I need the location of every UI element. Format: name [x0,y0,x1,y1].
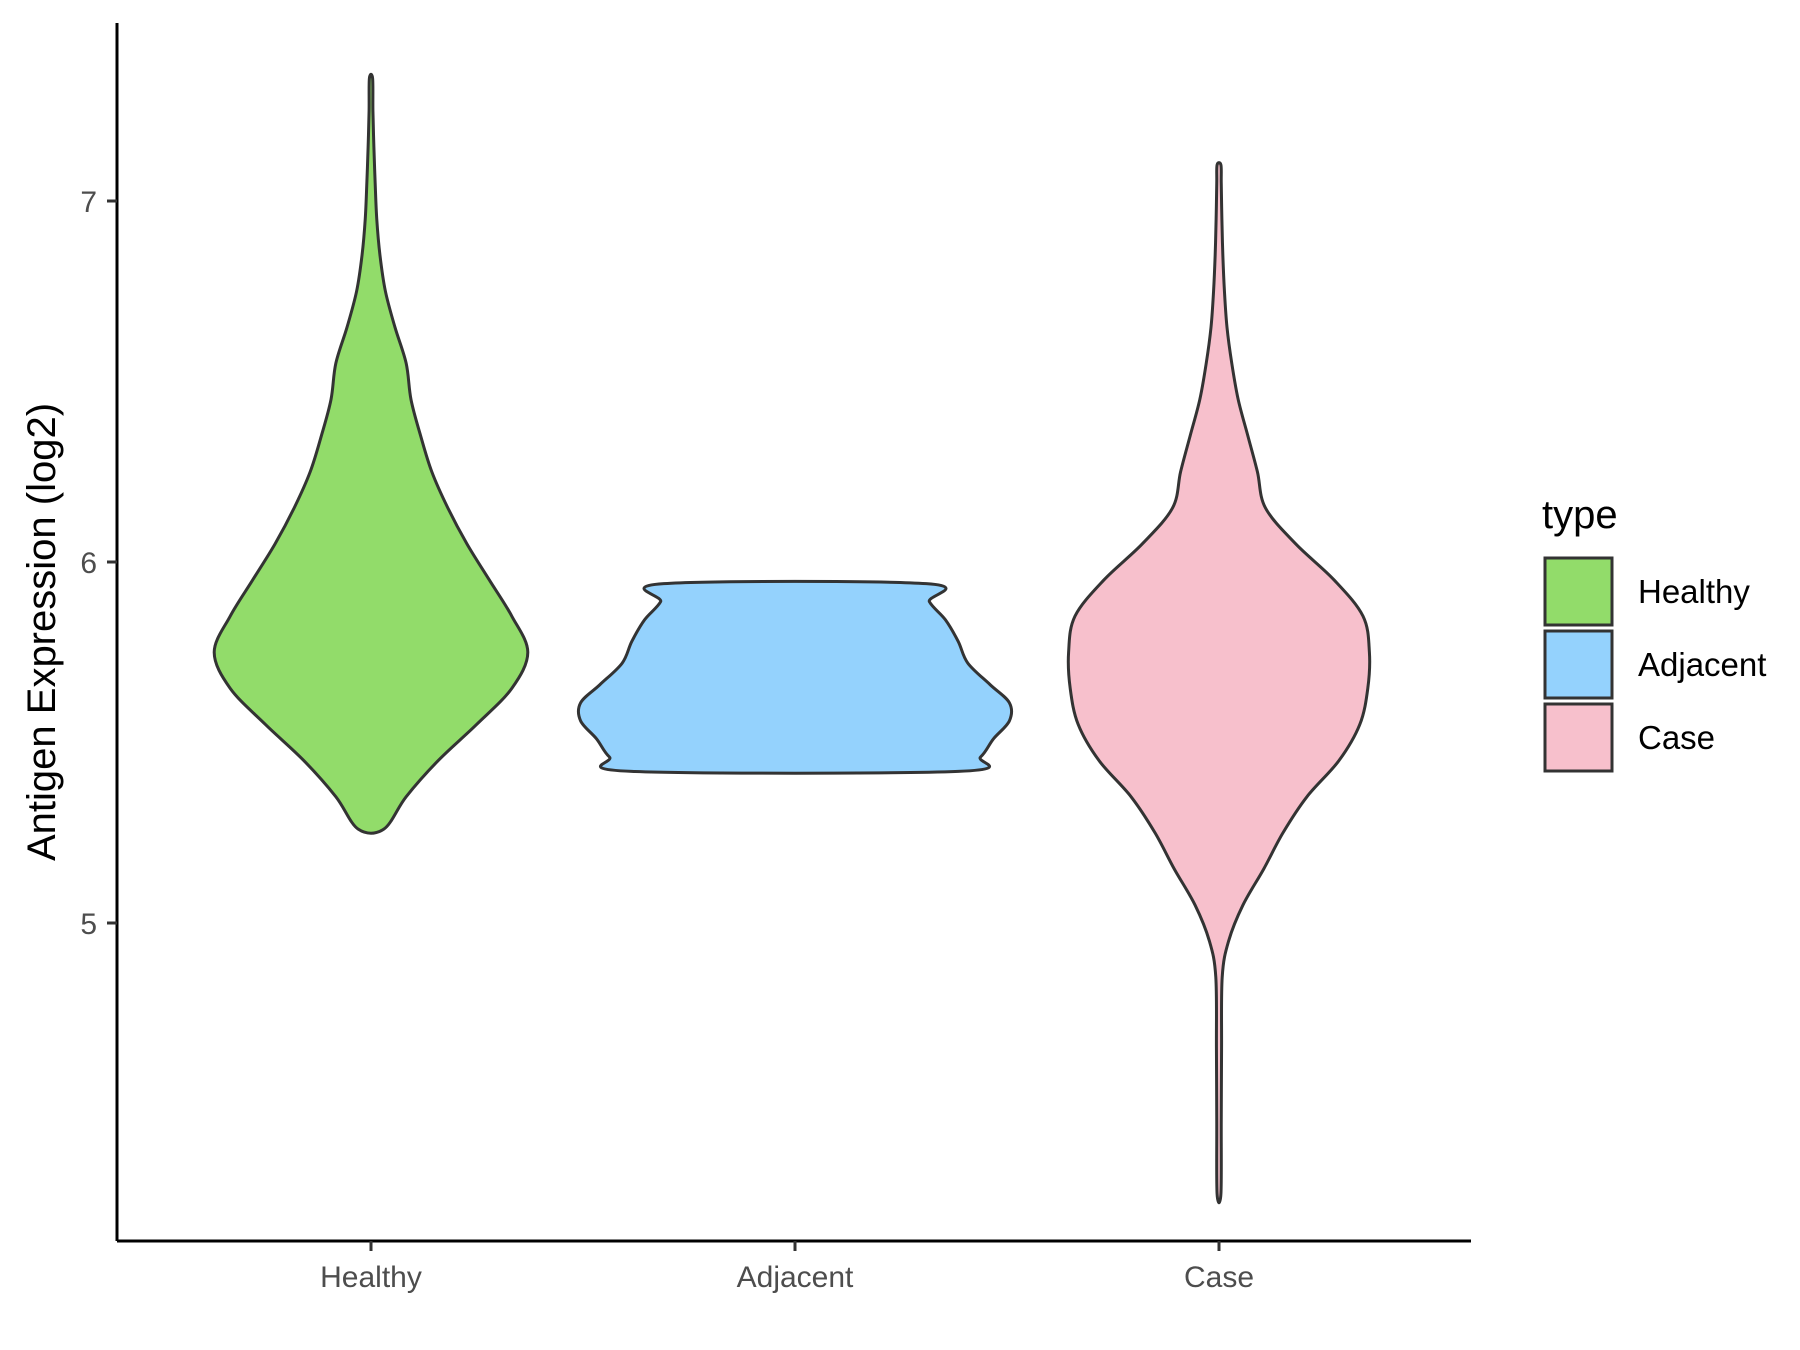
violin-case [1066,161,1372,1205]
x-tick-label-healthy: Healthy [320,1261,422,1294]
legend-title: type [1542,493,1618,537]
x-axis: Healthy Adjacent Case [117,1239,1471,1294]
legend-label-adjacent: Adjacent [1638,646,1766,683]
legend-swatch-case [1543,702,1614,773]
legend-swatch-adjacent [1543,629,1614,700]
violins [212,72,1372,1205]
x-tick-label-adjacent: Adjacent [737,1261,854,1294]
legend-label-case: Case [1638,719,1715,756]
y-axis-title: Antigen Expression (log2) [20,403,64,861]
violin-adjacent [576,579,1014,775]
legend-swatch-healthy [1543,556,1614,627]
x-tick-label-case: Case [1184,1261,1254,1294]
y-ticks: 5 6 7 [80,186,117,941]
y-tick-label: 5 [80,908,97,941]
y-tick-label: 7 [80,186,97,219]
y-tick-label: 6 [80,547,97,580]
legend-entries: Healthy Adjacent Case [1543,556,1766,773]
y-axis: 5 6 7 [80,23,119,1241]
legend-label-healthy: Healthy [1638,573,1750,610]
legend: type Healthy Adjacent Case [1542,493,1766,773]
x-ticks: Healthy Adjacent Case [320,1241,1254,1294]
violin-healthy [212,72,530,835]
